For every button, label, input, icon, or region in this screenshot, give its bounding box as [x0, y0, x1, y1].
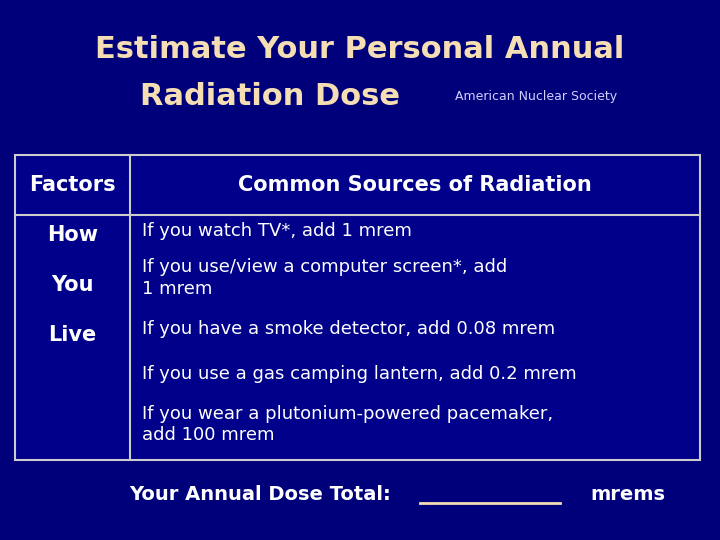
- Bar: [15, 155, 700, 460]
- Text: Estimate Your Personal Annual: Estimate Your Personal Annual: [95, 35, 625, 64]
- Text: Live: Live: [48, 325, 96, 345]
- Text: Factors: Factors: [30, 175, 116, 195]
- Text: If you wear a plutonium-powered pacemaker,
add 100 mrem: If you wear a plutonium-powered pacemake…: [142, 405, 553, 444]
- Text: If you have a smoke detector, add 0.08 mrem: If you have a smoke detector, add 0.08 m…: [142, 320, 555, 338]
- Text: If you watch TV*, add 1 mrem: If you watch TV*, add 1 mrem: [142, 222, 412, 240]
- Text: You: You: [51, 275, 94, 295]
- Text: If you use a gas camping lantern, add 0.2 mrem: If you use a gas camping lantern, add 0.…: [142, 365, 577, 383]
- Text: Common Sources of Radiation: Common Sources of Radiation: [238, 175, 592, 195]
- Text: American Nuclear Society: American Nuclear Society: [455, 90, 617, 103]
- Text: Radiation Dose: Radiation Dose: [140, 82, 400, 111]
- Text: mrems: mrems: [590, 485, 665, 504]
- Text: How: How: [47, 225, 98, 245]
- Text: If you use/view a computer screen*, add
1 mrem: If you use/view a computer screen*, add …: [142, 258, 508, 298]
- Text: Your Annual Dose Total:: Your Annual Dose Total:: [129, 485, 391, 504]
